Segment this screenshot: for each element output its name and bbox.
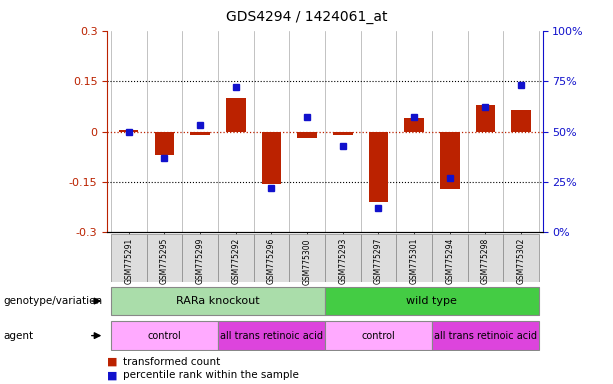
Bar [468, 234, 503, 282]
Text: control: control [148, 331, 181, 341]
Bar [440, 131, 460, 189]
Text: ■: ■ [107, 357, 118, 367]
Bar [360, 234, 396, 282]
Bar [111, 321, 218, 350]
Text: GDS4294 / 1424061_at: GDS4294 / 1424061_at [226, 10, 387, 23]
Bar [325, 234, 360, 282]
Bar [503, 234, 539, 282]
Bar [111, 234, 147, 282]
Bar [289, 234, 325, 282]
Bar [333, 131, 352, 135]
Bar [368, 131, 388, 202]
Text: control: control [362, 331, 395, 341]
Bar [218, 234, 254, 282]
Text: GSM775295: GSM775295 [160, 238, 169, 285]
Text: GSM775291: GSM775291 [124, 238, 133, 284]
Bar [325, 287, 539, 315]
Text: GSM775296: GSM775296 [267, 238, 276, 285]
Bar [404, 118, 424, 131]
Text: RARa knockout: RARa knockout [176, 296, 260, 306]
Text: GSM775300: GSM775300 [303, 238, 311, 285]
Text: GSM775298: GSM775298 [481, 238, 490, 284]
Text: all trans retinoic acid: all trans retinoic acid [434, 331, 537, 341]
Bar [190, 131, 210, 135]
Bar [154, 131, 174, 155]
Bar [226, 98, 246, 131]
Bar [111, 287, 325, 315]
Text: percentile rank within the sample: percentile rank within the sample [123, 370, 299, 380]
Bar [432, 234, 468, 282]
Text: GSM775302: GSM775302 [517, 238, 525, 285]
Text: GSM775292: GSM775292 [231, 238, 240, 284]
Text: GSM775299: GSM775299 [196, 238, 205, 285]
Bar [476, 104, 495, 131]
Text: all trans retinoic acid: all trans retinoic acid [220, 331, 323, 341]
Text: GSM775297: GSM775297 [374, 238, 383, 285]
Text: GSM775294: GSM775294 [445, 238, 454, 285]
Bar [147, 234, 182, 282]
Text: GSM775293: GSM775293 [338, 238, 347, 285]
Text: wild type: wild type [406, 296, 457, 306]
Bar [218, 321, 325, 350]
Bar [396, 234, 432, 282]
Bar [119, 130, 139, 131]
Text: agent: agent [3, 331, 33, 341]
Bar [511, 110, 531, 131]
Bar [182, 234, 218, 282]
Bar [297, 131, 317, 138]
Text: transformed count: transformed count [123, 357, 220, 367]
Text: ■: ■ [107, 370, 118, 380]
Bar [432, 321, 539, 350]
Bar [254, 234, 289, 282]
Bar [325, 321, 432, 350]
Text: genotype/variation: genotype/variation [3, 296, 102, 306]
Bar [262, 131, 281, 184]
Text: GSM775301: GSM775301 [409, 238, 419, 285]
